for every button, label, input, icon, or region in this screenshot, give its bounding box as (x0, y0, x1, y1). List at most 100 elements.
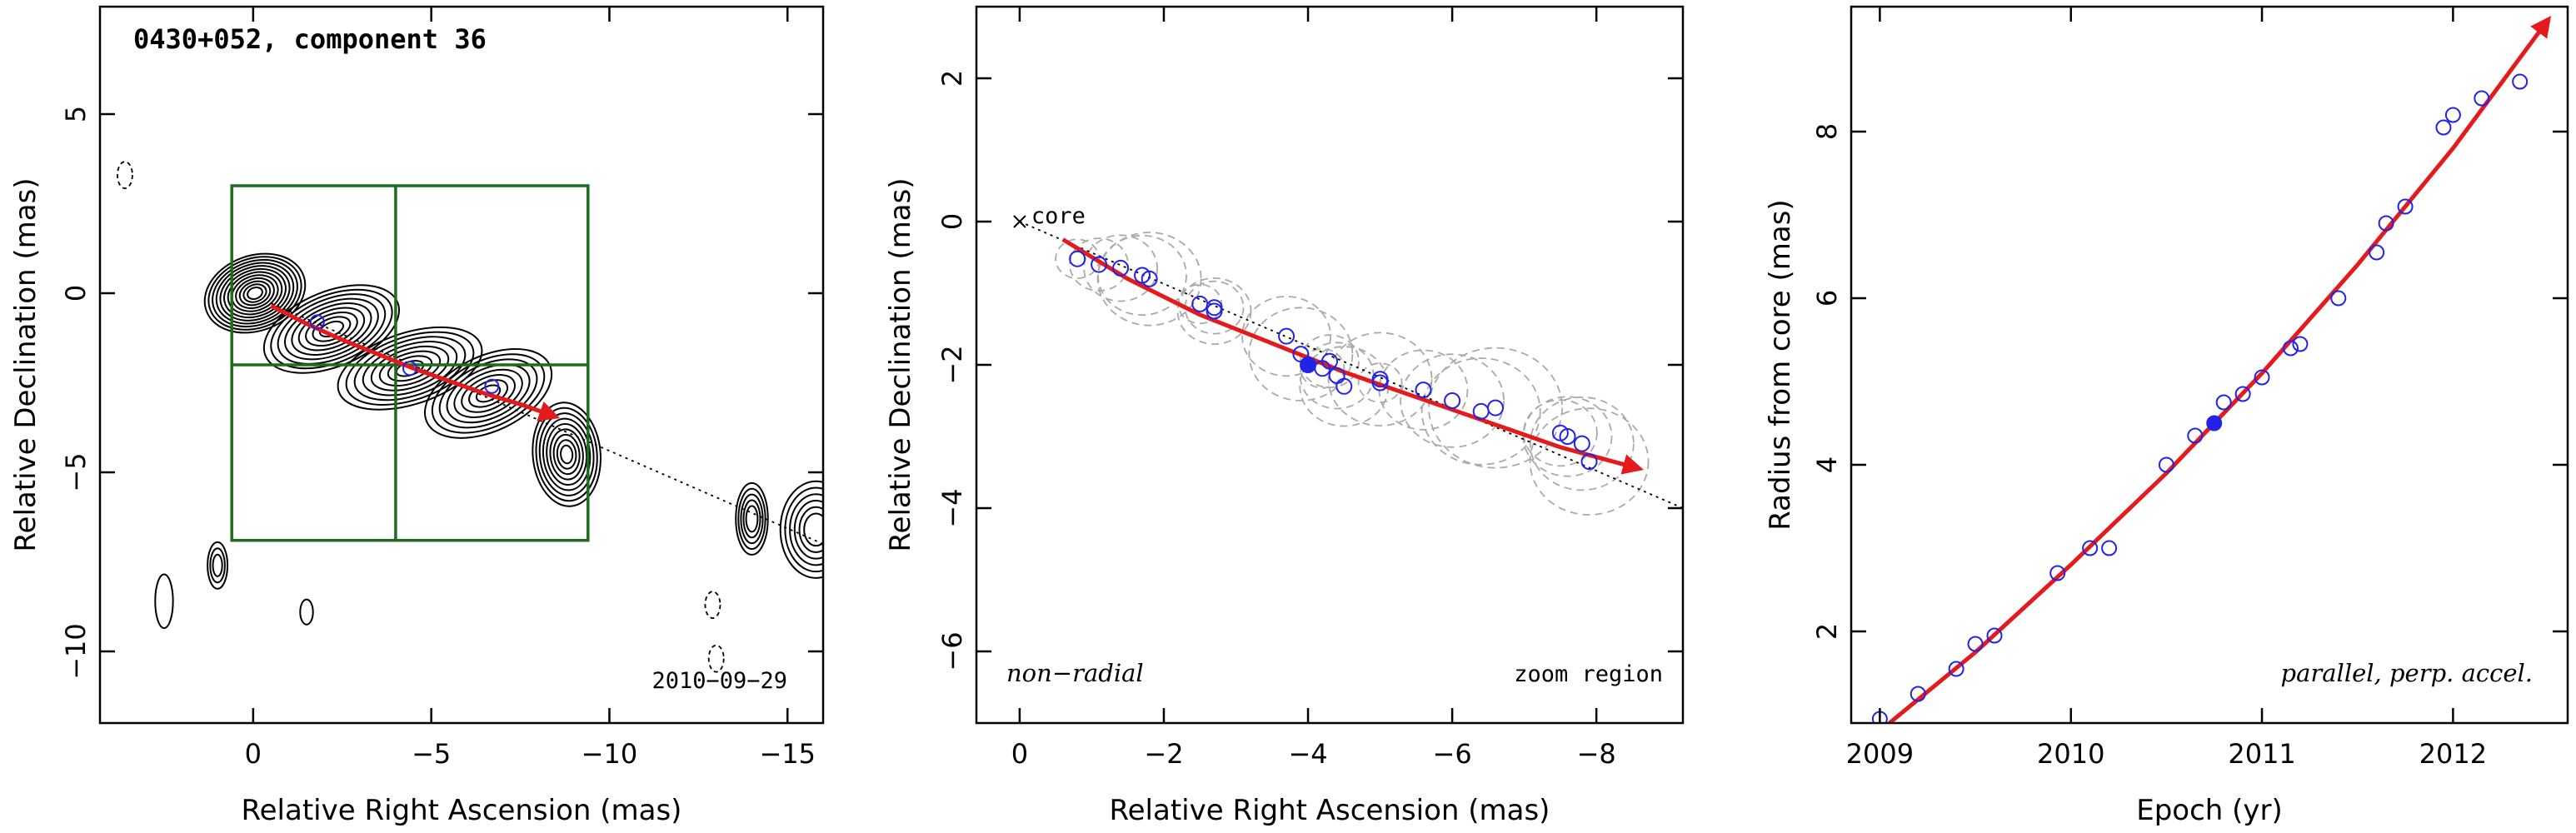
radius-points (1871, 73, 2529, 723)
contour-line (238, 280, 272, 307)
contour-line (789, 493, 823, 566)
radius-point (2292, 336, 2309, 352)
zoom-plot-area: core (1013, 203, 1683, 516)
x-tick-label: −15 (759, 738, 816, 770)
y-tick-label: −6 (936, 631, 968, 671)
x-axis-ticks: 0 −2 −4 −6 −8 (1011, 7, 1616, 770)
contour-line (461, 374, 516, 413)
position-point (1141, 270, 1158, 287)
contour-line (203, 252, 307, 334)
contour-line (438, 358, 538, 429)
component-positions (309, 314, 500, 394)
y-tick-label: −10 (60, 623, 92, 680)
y-tick-label: 4 (1811, 456, 1843, 473)
y-axis-ticks: 2 4 6 8 (1811, 123, 2568, 640)
chart-title: 0430+052, component 36 (133, 23, 487, 55)
radius-point (2369, 244, 2385, 261)
contour-line (740, 493, 764, 545)
position-point (1206, 302, 1223, 320)
contour-line (299, 598, 314, 626)
contour-line (779, 480, 823, 579)
radius-point (1948, 661, 1964, 677)
core-cross-b (1013, 215, 1026, 228)
uncertainty-ellipse (1176, 277, 1252, 345)
x-tick-label: 2012 (2419, 738, 2487, 770)
y-tick-label: 5 (60, 106, 92, 122)
contour-map-plot-area (117, 161, 823, 673)
negative-contour (707, 644, 725, 673)
y-tick-label: 6 (1811, 290, 1843, 307)
non-radial-annotation: non−radial (1006, 659, 1144, 687)
x-axis-ticks: 2009 2010 2011 2012 (1846, 7, 2487, 770)
contour-line (453, 368, 523, 418)
contour-line (291, 302, 372, 356)
position-point (1444, 392, 1461, 409)
contour-line (353, 336, 467, 402)
position-point (1559, 428, 1576, 445)
contour-line (154, 573, 174, 630)
zoom-region-annotation: zoom region (1514, 661, 1663, 687)
contour-line (387, 355, 433, 382)
x-tick-label: 2011 (2228, 738, 2295, 770)
y-tick-label: 0 (936, 213, 968, 230)
uncertainty-ellipse (1529, 396, 1635, 491)
uncertainty-ellipse (1428, 347, 1563, 469)
x-tick-label: 0 (245, 738, 262, 770)
uncertainty-ellipse (1357, 362, 1403, 403)
contour-line (219, 265, 291, 322)
radius-point (1910, 686, 1926, 702)
y-axis-label: Relative Declination (mas) (884, 177, 917, 551)
contour-line (745, 505, 759, 533)
contour-line (735, 481, 769, 556)
uncertainty-ellipse (1097, 234, 1187, 317)
uncertainty-ellipse (1529, 407, 1650, 516)
radius-point (1967, 636, 1984, 652)
radius-point (2101, 540, 2118, 556)
x-tick-label: −6 (1433, 738, 1472, 770)
radius-point (2187, 427, 2204, 444)
y-tick-label: −4 (936, 488, 968, 527)
highlighted-point (2206, 415, 2223, 431)
position-point (1091, 256, 1108, 273)
radius-point (2512, 73, 2529, 90)
x-tick-label: −10 (582, 738, 638, 770)
contour-line (532, 402, 602, 507)
contour-line (549, 428, 584, 481)
position-point (1278, 327, 1295, 345)
radius-point (2378, 215, 2394, 232)
contour-line (468, 379, 509, 408)
contour-line (737, 487, 766, 551)
contour-line (212, 553, 223, 577)
uncertainty-ellipse (1420, 357, 1541, 466)
zoom-region-box (230, 184, 590, 542)
x-tick-label: 2010 (2037, 738, 2104, 770)
uncertainty-ellipse (1184, 280, 1245, 335)
jet-axis-line (270, 302, 823, 545)
radius-point (2215, 394, 2232, 411)
radius-point (2049, 565, 2066, 581)
contour-line (207, 256, 302, 331)
radius-point (2397, 198, 2414, 215)
position-point (1206, 299, 1223, 317)
y-axis-label: Relative Declination (mas) (9, 177, 42, 551)
position-point (1472, 402, 1490, 420)
uncertainty-ellipse (1248, 307, 1354, 402)
x-tick-label: −5 (412, 738, 451, 770)
epoch-annotation: 2010−09−29 (651, 668, 787, 694)
position-point (1415, 382, 1432, 399)
contour-line (542, 417, 592, 491)
core-marker: core (1013, 203, 1086, 229)
component-point (402, 361, 417, 377)
radius-point (2254, 369, 2270, 386)
uncertainty-ellipse (1096, 232, 1202, 327)
position-point (1335, 377, 1353, 395)
radius-point (2234, 386, 2251, 402)
contour-map-frame (98, 5, 825, 725)
x-tick-label: −4 (1288, 738, 1327, 770)
uncertainty-ellipse (1241, 295, 1331, 377)
uncertainty-ellipse (1299, 342, 1375, 410)
radius-point (2435, 119, 2452, 136)
contour-line (560, 444, 574, 465)
position-point (1371, 374, 1389, 392)
